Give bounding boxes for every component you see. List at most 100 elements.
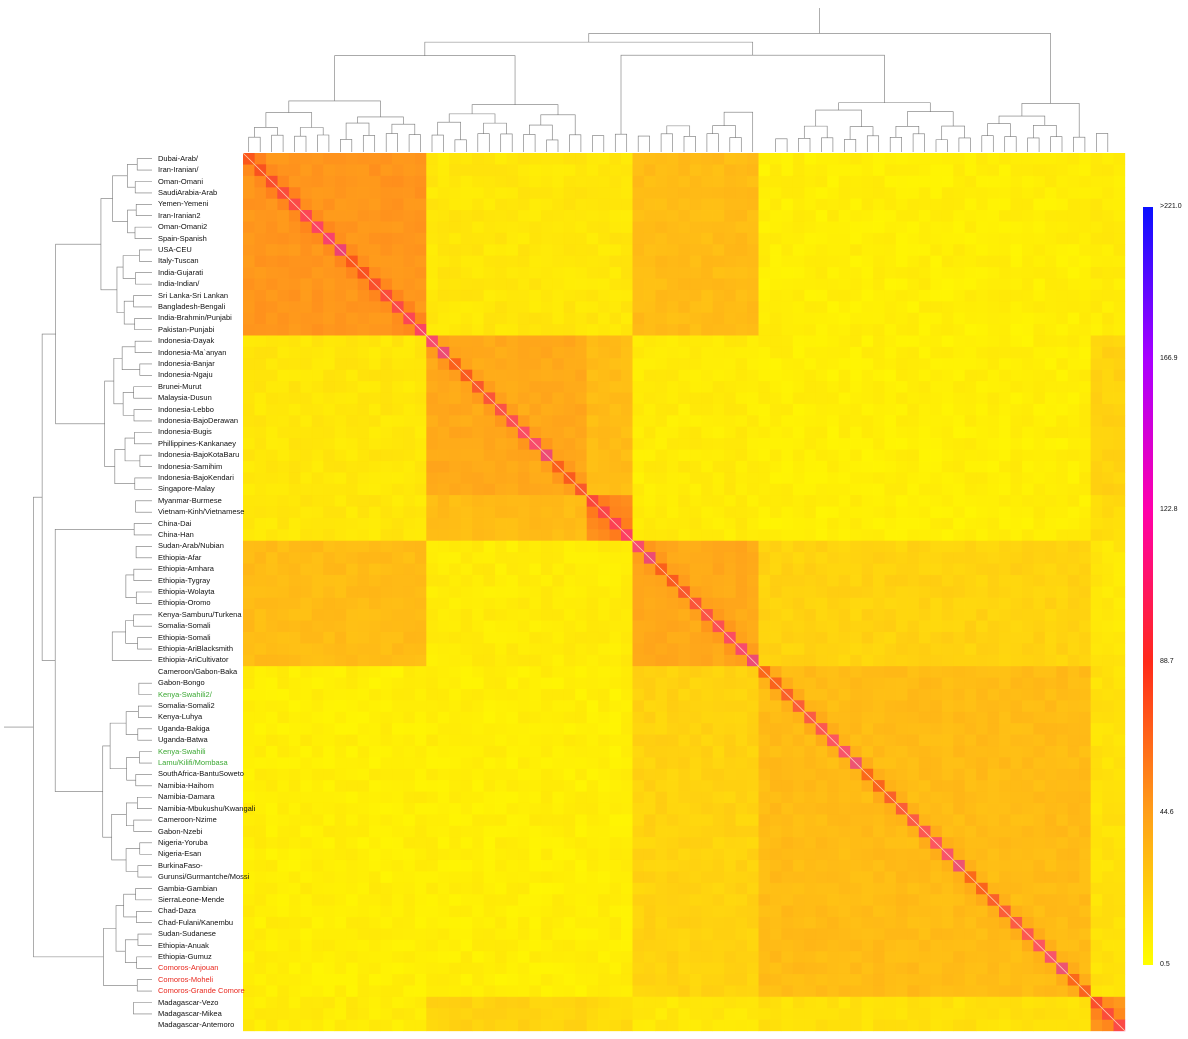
heatmap-cell	[758, 586, 771, 598]
heatmap-cell	[414, 837, 427, 849]
heatmap-cell	[1113, 859, 1126, 872]
heatmap-cell	[460, 677, 473, 690]
heatmap-cell	[1056, 358, 1069, 370]
heatmap-cell	[1044, 278, 1057, 291]
heatmap-cell	[976, 825, 988, 838]
heatmap-cell	[1056, 312, 1069, 325]
heatmap-cell	[884, 745, 897, 758]
heatmap-cell	[987, 210, 1000, 222]
heatmap-cell	[1102, 187, 1114, 199]
heatmap-cell	[1021, 346, 1034, 359]
heatmap-cell	[1090, 278, 1103, 291]
heatmap-cell	[598, 472, 610, 484]
heatmap-cell	[483, 688, 496, 701]
heatmap-cell	[369, 187, 381, 199]
heatmap-cell	[861, 449, 874, 462]
heatmap-cell	[254, 859, 267, 872]
heatmap-cell	[334, 324, 347, 336]
heatmap-cell	[781, 802, 794, 815]
heatmap-cell	[724, 688, 736, 701]
heatmap-cell	[769, 278, 782, 291]
heatmap-cell	[1067, 358, 1080, 370]
heatmap-cell	[930, 757, 943, 770]
heatmap-cell	[1021, 620, 1034, 633]
heatmap-cell	[1033, 438, 1046, 450]
heatmap-cell	[953, 825, 965, 838]
heatmap-cell	[724, 780, 736, 792]
heatmap-cell	[815, 814, 828, 827]
heatmap-cell	[414, 358, 427, 370]
heatmap-cell	[265, 586, 278, 598]
heatmap-cell	[930, 506, 943, 519]
heatmap-cell	[288, 780, 301, 792]
heatmap-cell	[792, 312, 805, 325]
heatmap-cell	[346, 825, 358, 838]
heatmap-cell	[300, 392, 313, 405]
heatmap-cell	[918, 517, 931, 530]
heatmap-cell	[506, 711, 519, 724]
heatmap-cell	[472, 164, 484, 177]
heatmap-cell	[930, 586, 943, 598]
heatmap-cell	[666, 153, 679, 165]
heatmap-cell	[598, 517, 610, 530]
heatmap-cell	[1010, 814, 1023, 827]
heatmap-cell	[369, 586, 381, 598]
heatmap-cell	[357, 882, 370, 895]
heatmap-cell	[1021, 358, 1034, 370]
heatmap-cell	[265, 255, 278, 268]
heatmap-cell	[243, 586, 255, 598]
heatmap-cell	[827, 586, 839, 598]
heatmap-cell	[265, 198, 278, 211]
heatmap-cell	[655, 825, 668, 838]
heatmap-cell	[895, 723, 908, 735]
heatmap-cell	[552, 563, 565, 576]
heatmap-cell	[930, 552, 943, 564]
heatmap-cell	[747, 210, 759, 222]
heatmap-cell	[1056, 381, 1069, 393]
heatmap-cell	[930, 164, 943, 177]
heatmap-cell	[941, 232, 954, 245]
heatmap-cell	[827, 529, 839, 541]
heatmap-cell	[346, 232, 358, 245]
heatmap-cell	[815, 381, 828, 393]
heatmap-cell	[323, 757, 335, 770]
heatmap-cell	[369, 381, 381, 393]
heatmap-cell	[288, 552, 301, 564]
heatmap-cell	[540, 358, 553, 370]
heatmap-cell	[758, 517, 771, 530]
heatmap-cell	[861, 825, 874, 838]
heatmap-cell	[1113, 688, 1126, 701]
heatmap-cell	[403, 552, 416, 564]
heatmap-cell	[724, 381, 736, 393]
heatmap-cell	[254, 198, 267, 211]
heatmap-cell	[598, 438, 610, 450]
heatmap-cell	[815, 153, 828, 165]
heatmap-cell	[907, 745, 920, 758]
heatmap-cell	[781, 643, 794, 656]
heatmap-cell	[575, 255, 587, 268]
heatmap-cell	[632, 620, 645, 633]
heatmap-cell	[999, 711, 1011, 724]
heatmap-cell	[495, 574, 507, 587]
heatmap-cell	[609, 244, 622, 256]
heatmap-cell	[391, 381, 404, 393]
heatmap-cell	[1090, 255, 1103, 268]
heatmap-cell	[380, 232, 393, 245]
heatmap-cell	[472, 369, 484, 382]
heatmap-cell	[747, 666, 759, 678]
heatmap-cell	[1067, 255, 1080, 268]
heatmap-cell	[449, 381, 461, 393]
heatmap-cell	[815, 267, 828, 279]
heatmap-cell	[563, 780, 576, 792]
heatmap-cell	[346, 164, 358, 177]
heatmap-cell	[792, 232, 805, 245]
heatmap-cell	[243, 346, 255, 359]
heatmap-cell	[609, 346, 622, 359]
heatmap-cell	[495, 825, 507, 838]
heatmap-cell	[540, 301, 553, 313]
heatmap-cell	[930, 153, 943, 165]
heatmap-cell	[724, 335, 736, 348]
heatmap-cell	[609, 164, 622, 177]
heatmap-cell	[369, 301, 381, 313]
heatmap-cell	[311, 460, 324, 473]
